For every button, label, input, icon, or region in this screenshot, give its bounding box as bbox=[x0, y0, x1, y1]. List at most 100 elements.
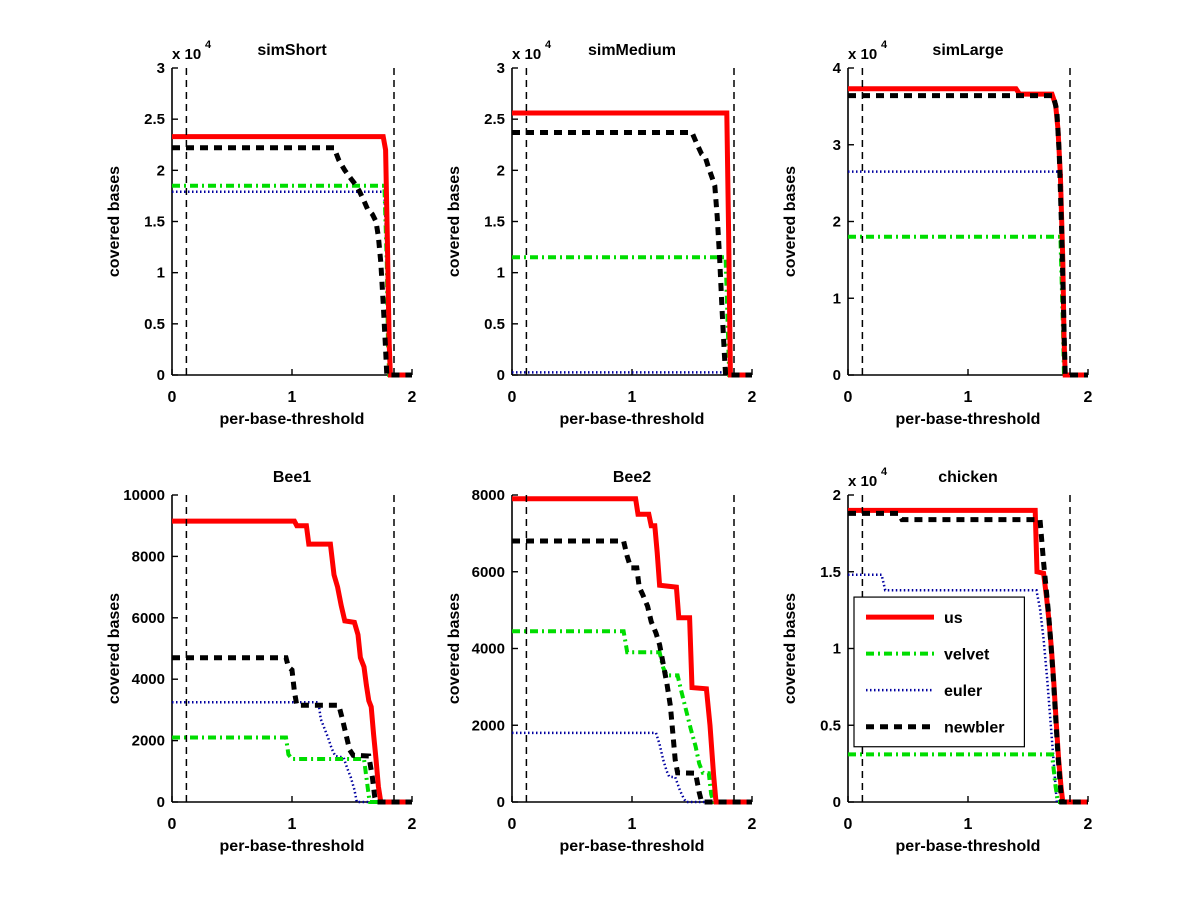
chart-title: simMedium bbox=[588, 42, 676, 59]
y-tick-label: 2 bbox=[157, 162, 165, 179]
subplot-chicken: 0 1 2 0 0.5 1 1.5 2 chicken per-base-threshold cov… bbox=[782, 466, 1093, 855]
y-tick-label: 1 bbox=[157, 265, 165, 282]
y-exponent-value: 4 bbox=[205, 39, 212, 51]
x-tick-label: 1 bbox=[628, 389, 637, 406]
series-velvet bbox=[172, 183, 412, 377]
x-tick-label: 2 bbox=[1084, 389, 1093, 406]
chart-title: chicken bbox=[938, 469, 998, 486]
x-tick-label: 2 bbox=[408, 816, 417, 833]
series-euler bbox=[848, 170, 1088, 377]
x-tick-label: 0 bbox=[844, 389, 853, 406]
y-tick-label: 4000 bbox=[472, 641, 505, 658]
legend-label-newbler: newbler bbox=[944, 720, 1004, 737]
y-tick-label: 6000 bbox=[132, 610, 165, 627]
y-tick-label: 3 bbox=[833, 137, 841, 154]
y-tick-label: 3 bbox=[157, 60, 165, 77]
y-tick-label: 1 bbox=[497, 265, 505, 282]
x-tick-label: 0 bbox=[844, 816, 853, 833]
x-axis-label: per-base-threshold bbox=[560, 411, 705, 428]
legend-label-us: us bbox=[944, 610, 963, 627]
y-tick-label: 2.5 bbox=[484, 111, 505, 128]
series-us bbox=[172, 518, 412, 805]
y-tick-label: 0 bbox=[157, 794, 165, 811]
series-us bbox=[848, 86, 1088, 378]
y-exponent-value: 4 bbox=[881, 39, 888, 51]
y-tick-label: 10000 bbox=[123, 487, 165, 504]
x-axis-label: per-base-threshold bbox=[220, 838, 365, 855]
series-velvet bbox=[848, 234, 1088, 377]
y-tick-label: 0 bbox=[833, 794, 841, 811]
x-tick-label: 1 bbox=[628, 816, 637, 833]
y-tick-label: 0.5 bbox=[144, 316, 165, 333]
y-tick-label: 1 bbox=[833, 290, 841, 307]
x-tick-label: 1 bbox=[288, 816, 297, 833]
y-tick-label: 3 bbox=[497, 60, 505, 77]
y-axis-label: covered bases bbox=[782, 593, 799, 704]
y-exponent-label: x 10 bbox=[848, 473, 877, 490]
y-tick-label: 2 bbox=[833, 487, 841, 504]
y-tick-label: 2 bbox=[833, 214, 841, 231]
y-axis-label: covered bases bbox=[446, 166, 463, 277]
x-tick-label: 0 bbox=[508, 816, 517, 833]
y-tick-label: 2000 bbox=[132, 733, 165, 750]
y-tick-label: 1.5 bbox=[484, 214, 505, 231]
series-us bbox=[512, 110, 752, 378]
x-tick-label: 0 bbox=[168, 816, 177, 833]
x-tick-label: 1 bbox=[964, 389, 973, 406]
y-tick-label: 1 bbox=[833, 641, 841, 658]
y-tick-label: 4000 bbox=[132, 671, 165, 688]
x-axis-label: per-base-threshold bbox=[896, 838, 1041, 855]
y-tick-label: 4 bbox=[833, 60, 842, 77]
y-tick-label: 0.5 bbox=[484, 316, 505, 333]
legend-label-velvet: velvet bbox=[944, 647, 990, 664]
y-tick-label: 6000 bbox=[472, 564, 505, 581]
y-exponent-value: 4 bbox=[881, 466, 888, 478]
series-newbler bbox=[848, 93, 1088, 378]
series-newbler bbox=[512, 130, 752, 378]
y-tick-label: 8000 bbox=[132, 548, 165, 565]
series-euler bbox=[512, 371, 752, 377]
series-euler bbox=[172, 190, 412, 377]
series-us bbox=[512, 496, 752, 805]
y-tick-label: 0 bbox=[833, 367, 841, 384]
series-newbler bbox=[172, 145, 412, 378]
x-axis-label: per-base-threshold bbox=[220, 411, 365, 428]
x-tick-label: 0 bbox=[168, 389, 177, 406]
series-euler bbox=[848, 573, 1088, 804]
y-tick-label: 0 bbox=[497, 794, 505, 811]
y-tick-label: 1.5 bbox=[820, 564, 841, 581]
y-tick-label: 2000 bbox=[472, 717, 505, 734]
subplot-simShort: 0 1 2 0 0.5 1 1.5 2 2.5 3 simShort per-base-thresho… bbox=[106, 39, 417, 428]
series-velvet bbox=[848, 752, 1088, 804]
x-tick-label: 2 bbox=[408, 389, 417, 406]
series-newbler bbox=[512, 538, 752, 805]
y-tick-label: 2.5 bbox=[144, 111, 165, 128]
y-tick-label: 2 bbox=[497, 162, 505, 179]
series-velvet bbox=[512, 255, 752, 377]
y-tick-label: 0.5 bbox=[820, 717, 841, 734]
y-axis-label: covered bases bbox=[106, 166, 123, 277]
x-tick-label: 0 bbox=[508, 389, 517, 406]
series-euler bbox=[512, 731, 752, 804]
chart-title: simShort bbox=[257, 42, 327, 59]
chart-title: simLarge bbox=[932, 42, 1003, 59]
subplot-simMedium: 0 1 2 0 0.5 1 1.5 2 2.5 3 simMedium per-base-thresh… bbox=[446, 39, 757, 428]
x-tick-label: 1 bbox=[288, 389, 297, 406]
x-axis-label: per-base-threshold bbox=[896, 411, 1041, 428]
series-newbler bbox=[172, 655, 412, 805]
y-exponent-label: x 10 bbox=[848, 46, 877, 63]
subplot-simLarge: 0 1 2 0 1 2 3 4 simLarge per-base-threshold covere… bbox=[782, 39, 1093, 428]
y-tick-label: 0 bbox=[157, 367, 165, 384]
subplot-Bee1: 0 1 2 0 2000 4000 6000 8000 10000 Bee1 per-base-th… bbox=[106, 469, 417, 855]
x-tick-label: 1 bbox=[964, 816, 973, 833]
x-tick-label: 2 bbox=[748, 389, 757, 406]
y-tick-label: 8000 bbox=[472, 487, 505, 504]
y-tick-label: 1.5 bbox=[144, 214, 165, 231]
legend-box bbox=[853, 596, 1025, 748]
chart-title: Bee1 bbox=[273, 469, 311, 486]
series-velvet bbox=[512, 629, 752, 804]
subplot-Bee2: 0 1 2 0 2000 4000 6000 8000 Bee2 per-base-thresho… bbox=[446, 469, 757, 855]
legend-label-euler: euler bbox=[944, 683, 982, 700]
